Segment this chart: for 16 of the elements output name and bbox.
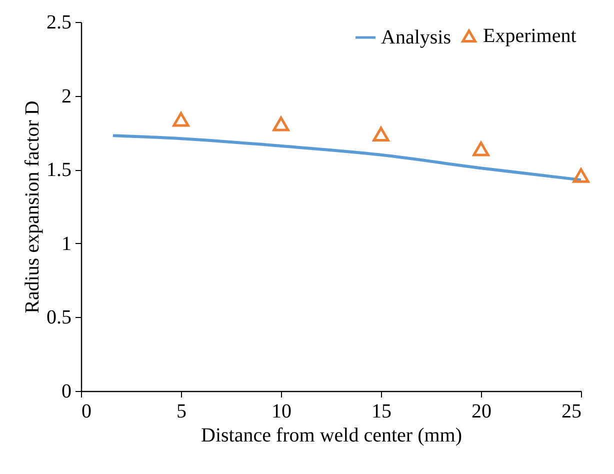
y-tick-label: 1.5 [46, 159, 72, 182]
x-tick-label: 10 [272, 400, 292, 422]
y-tick-label: 0.5 [46, 306, 72, 329]
y-tick-label: 2 [62, 85, 72, 108]
x-tick-label: 20 [472, 400, 492, 422]
x-tick-label: 25 [562, 400, 582, 422]
x-tick-label: 15 [372, 400, 392, 422]
x-tick-label: 0 [82, 400, 92, 422]
y-tick-label: 1 [62, 232, 72, 255]
y-tick-label: 2.5 [46, 12, 72, 34]
y-axis-title: Radius expansion factor D [22, 100, 44, 314]
y-tick-label: 0 [62, 380, 72, 402]
legend-label: Analysis [381, 26, 452, 48]
x-tick-label: 5 [176, 400, 186, 422]
legend-label: Experiment [483, 25, 577, 47]
x-axis-title: Distance from weld center (mm) [200, 424, 462, 446]
